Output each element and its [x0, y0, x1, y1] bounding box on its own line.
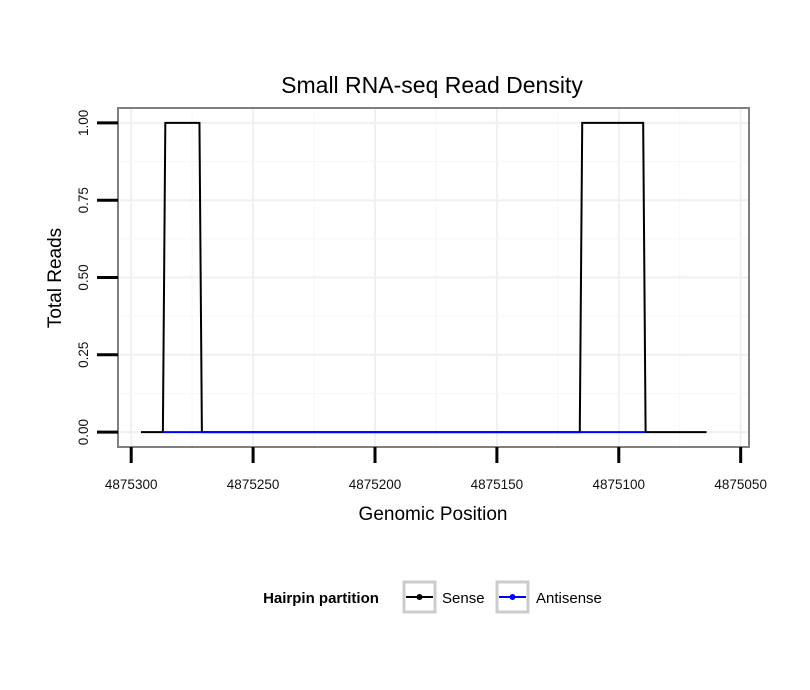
legend-key-antisense	[495, 580, 530, 614]
chart-title: Small RNA-seq Read Density	[281, 72, 583, 98]
y-tick-label: 0.25	[76, 342, 91, 368]
x-tick-label: 4875150	[471, 477, 524, 492]
y-tick-label: 0.50	[76, 264, 91, 290]
x-tick-label: 4875300	[105, 477, 158, 492]
y-axis-title: Total Reads	[45, 228, 66, 328]
legend-key-antisense-point	[509, 594, 516, 600]
y-tick-label: 0.75	[76, 187, 91, 213]
x-tick-label: 4875050	[714, 477, 767, 492]
y-tick-label: 1.00	[76, 110, 91, 136]
x-axis-title: Genomic Position	[359, 504, 508, 525]
legend-key-sense	[402, 580, 437, 614]
grid	[119, 109, 748, 446]
legend-title: Hairpin partition	[263, 590, 379, 607]
x-tick-label: 4875200	[349, 477, 402, 492]
legend: Hairpin partition Sense Antisense	[263, 580, 602, 614]
x-tick-label: 4875250	[227, 477, 280, 492]
legend-label-antisense: Antisense	[536, 590, 602, 607]
axes: 4875300 4875250 4875200 4875150 4875100 48750…	[76, 110, 767, 492]
x-tick-label: 4875100	[593, 477, 646, 492]
plot-series	[140, 121, 707, 434]
y-tick-label: 0.00	[76, 419, 91, 445]
legend-label-sense: Sense	[442, 590, 485, 607]
legend-key-sense-point	[416, 594, 423, 600]
